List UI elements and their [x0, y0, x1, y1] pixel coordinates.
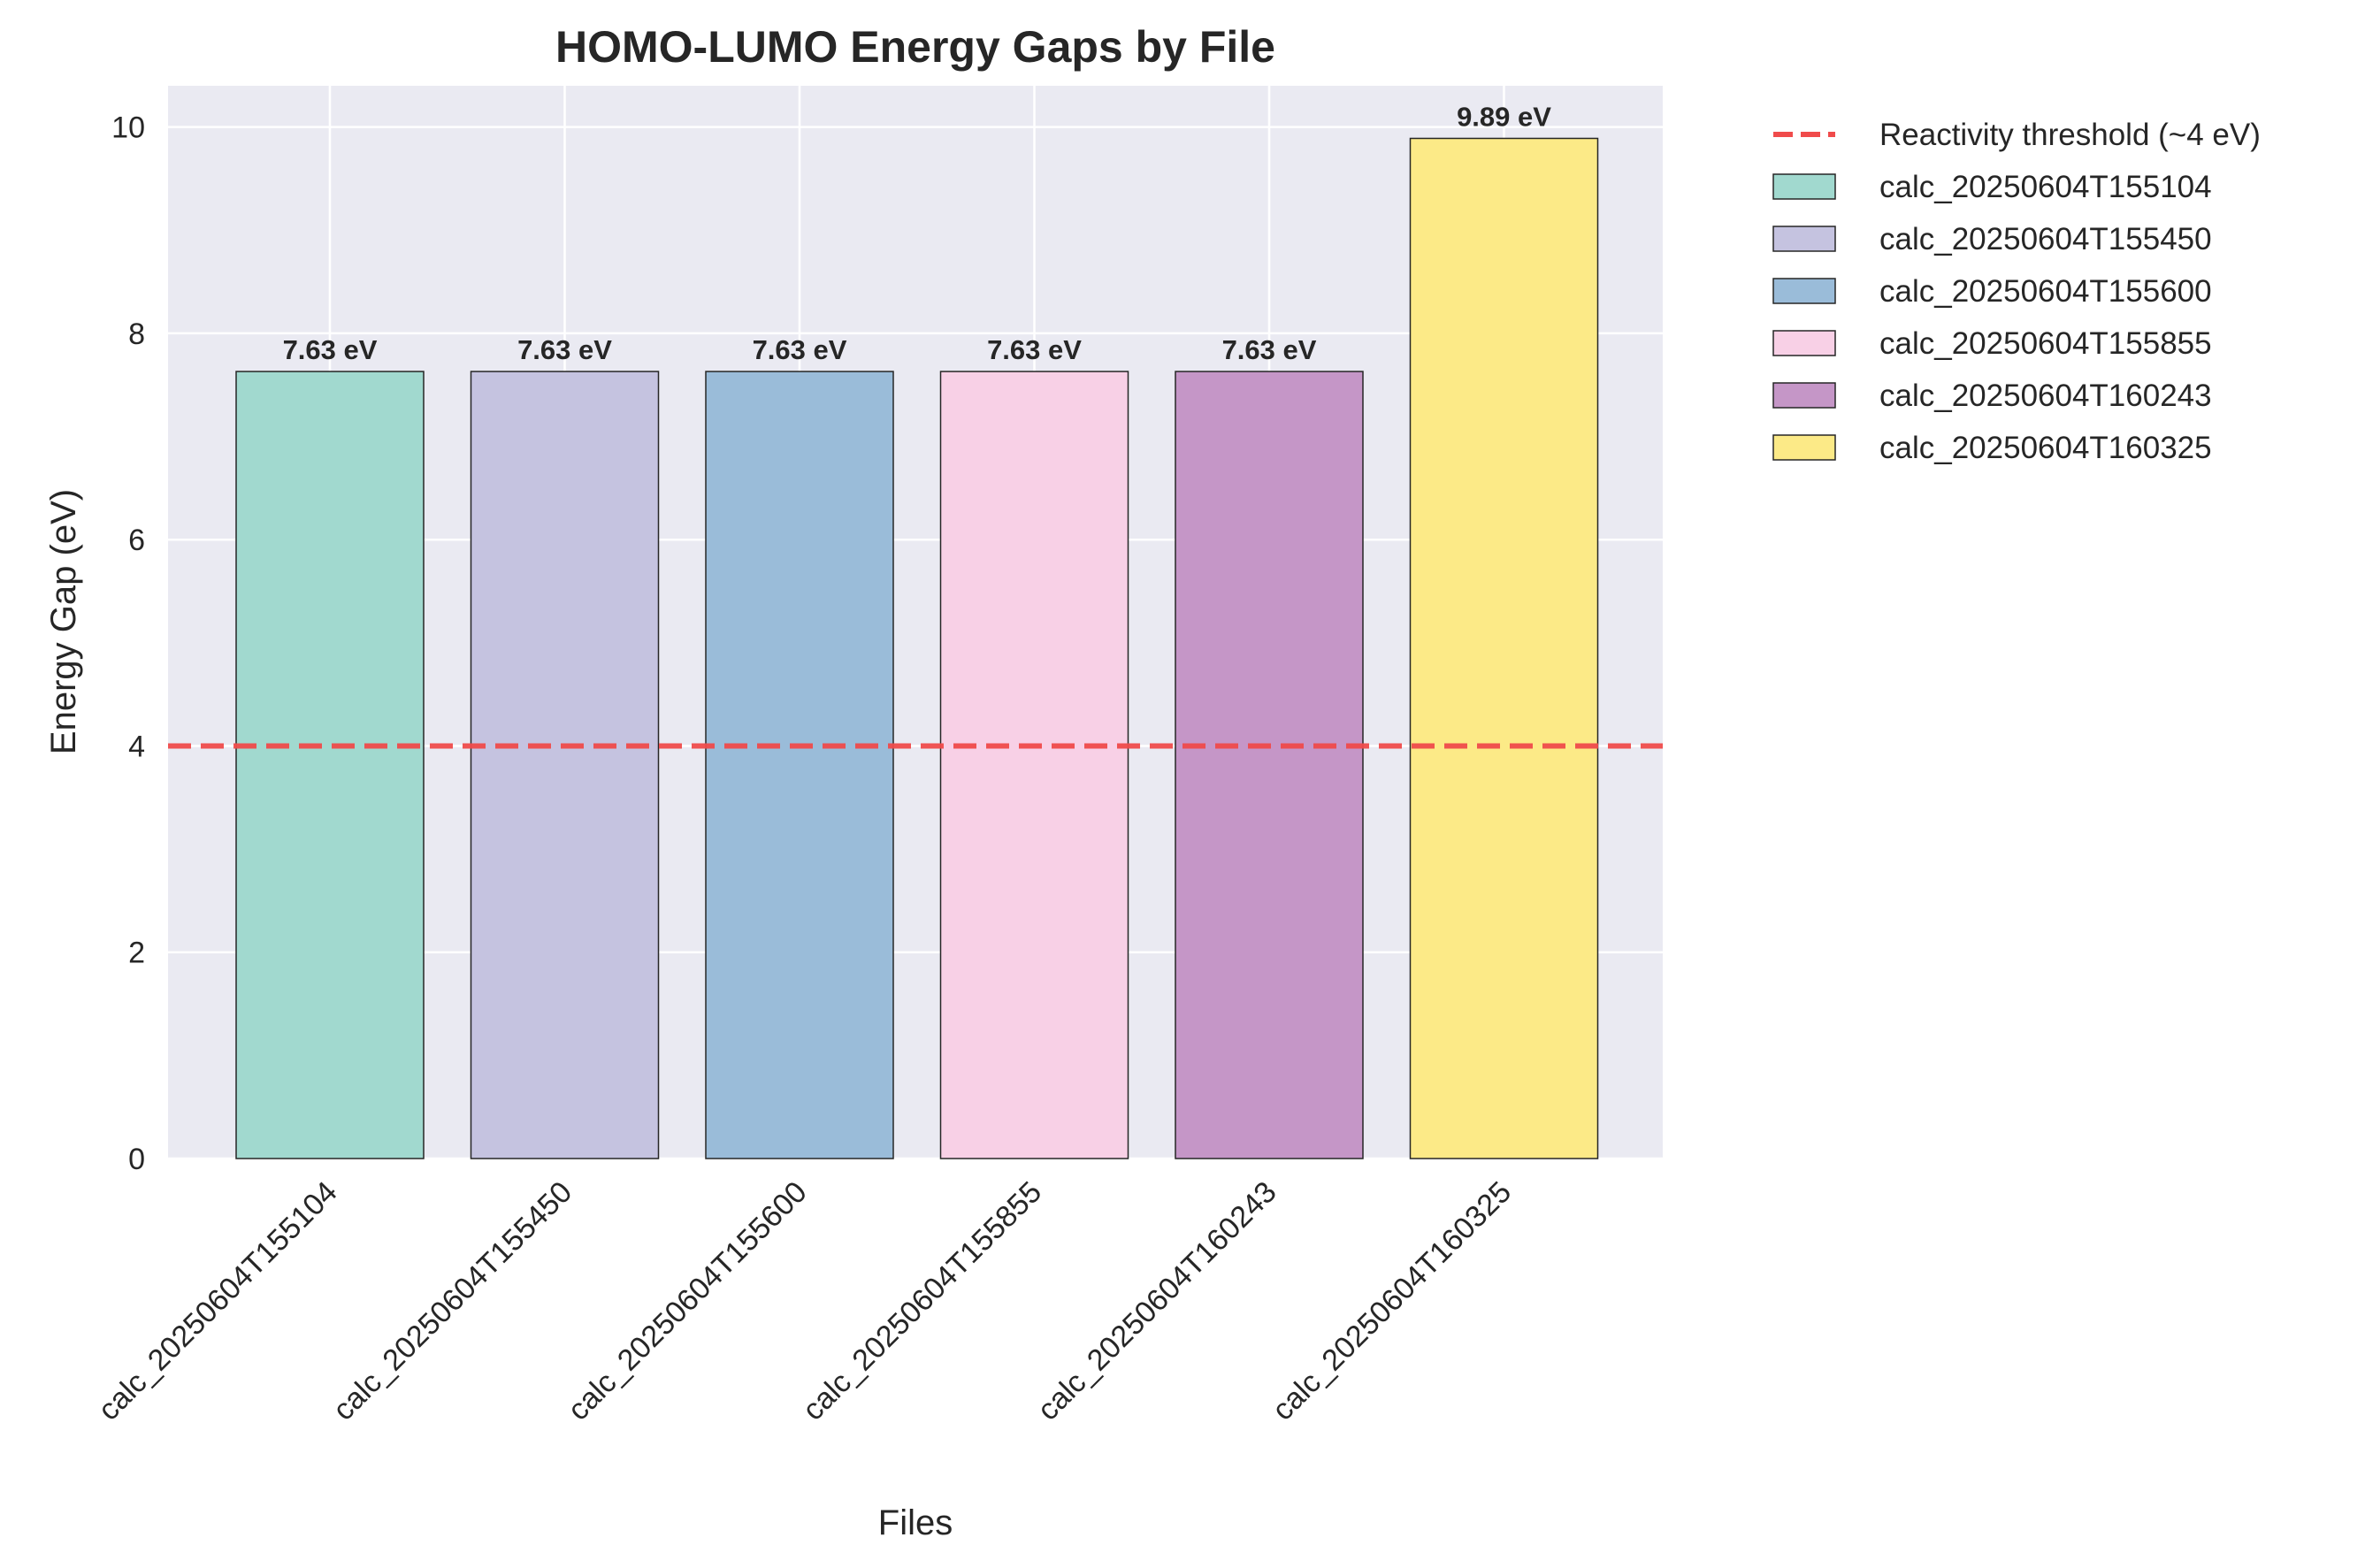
legend-swatch: [1772, 330, 1836, 356]
legend-entry-label: calc_20250604T155450: [1879, 222, 2212, 256]
y-axis-label: Energy Gap (eV): [44, 489, 83, 754]
chart-title: HOMO-LUMO Energy Gaps by File: [555, 22, 1275, 72]
data-label: 7.63 eV: [987, 334, 1082, 365]
data-label: 7.63 eV: [1222, 334, 1317, 365]
x-axis-ticks: calc_20250604T155104calc_20250604T155450…: [92, 1175, 1518, 1427]
bar-calc_20250604T155104: [235, 371, 425, 1159]
bar-calc_20250604T155855: [939, 371, 1129, 1159]
legend-entry-label: calc_20250604T160325: [1879, 431, 2212, 465]
y-axis-ticks: 0 2 4 6 8 10: [111, 111, 145, 1176]
legend-swatch: [1772, 278, 1836, 304]
y-tick-label: 0: [128, 1143, 145, 1176]
legend-entry-label: calc_20250604T155855: [1879, 326, 2212, 361]
data-label: 7.63 eV: [753, 334, 847, 365]
y-tick-label: 4: [128, 730, 145, 763]
y-tick-label: 8: [128, 317, 145, 351]
x-tick-label: calc_20250604T155855: [796, 1175, 1048, 1427]
bar-calc_20250604T155450: [470, 371, 660, 1159]
x-tick-label: calc_20250604T155104: [92, 1175, 344, 1427]
y-tick-label: 6: [128, 524, 145, 557]
legend-swatch: [1772, 434, 1836, 461]
legend-swatch: [1772, 173, 1836, 200]
x-tick-label: calc_20250604T160325: [1266, 1175, 1518, 1427]
legend-entry-label: calc_20250604T160243: [1879, 379, 2212, 413]
x-tick-label: calc_20250604T160243: [1031, 1175, 1283, 1427]
x-axis-label: Files: [878, 1503, 953, 1542]
data-label: 7.63 eV: [517, 334, 612, 365]
legend-swatch: [1772, 226, 1836, 252]
legend-entry-label: calc_20250604T155600: [1879, 274, 2212, 309]
x-tick-label: calc_20250604T155600: [562, 1175, 814, 1427]
legend-swatch: [1772, 382, 1836, 409]
bar-calc_20250604T155600: [705, 371, 894, 1159]
data-label: 9.89 eV: [1457, 101, 1551, 132]
data-label: 7.63 eV: [283, 334, 378, 365]
bars: [235, 137, 1599, 1159]
y-tick-label: 10: [111, 111, 145, 145]
data-labels: 7.63 eV 7.63 eV 7.63 eV 7.63 eV 7.63 eV 9.89 …: [283, 101, 1552, 365]
legend: Reactivity threshold (~4 eV) calc_2025060…: [1772, 118, 2261, 465]
bar-calc_20250604T160243: [1175, 371, 1364, 1159]
x-tick-label: calc_20250604T155450: [326, 1175, 578, 1427]
legend-threshold-label: Reactivity threshold (~4 eV): [1879, 118, 2261, 152]
legend-entry-label: calc_20250604T155104: [1879, 170, 2212, 204]
bar-calc_20250604T160325: [1409, 137, 1599, 1159]
y-tick-label: 2: [128, 937, 145, 970]
